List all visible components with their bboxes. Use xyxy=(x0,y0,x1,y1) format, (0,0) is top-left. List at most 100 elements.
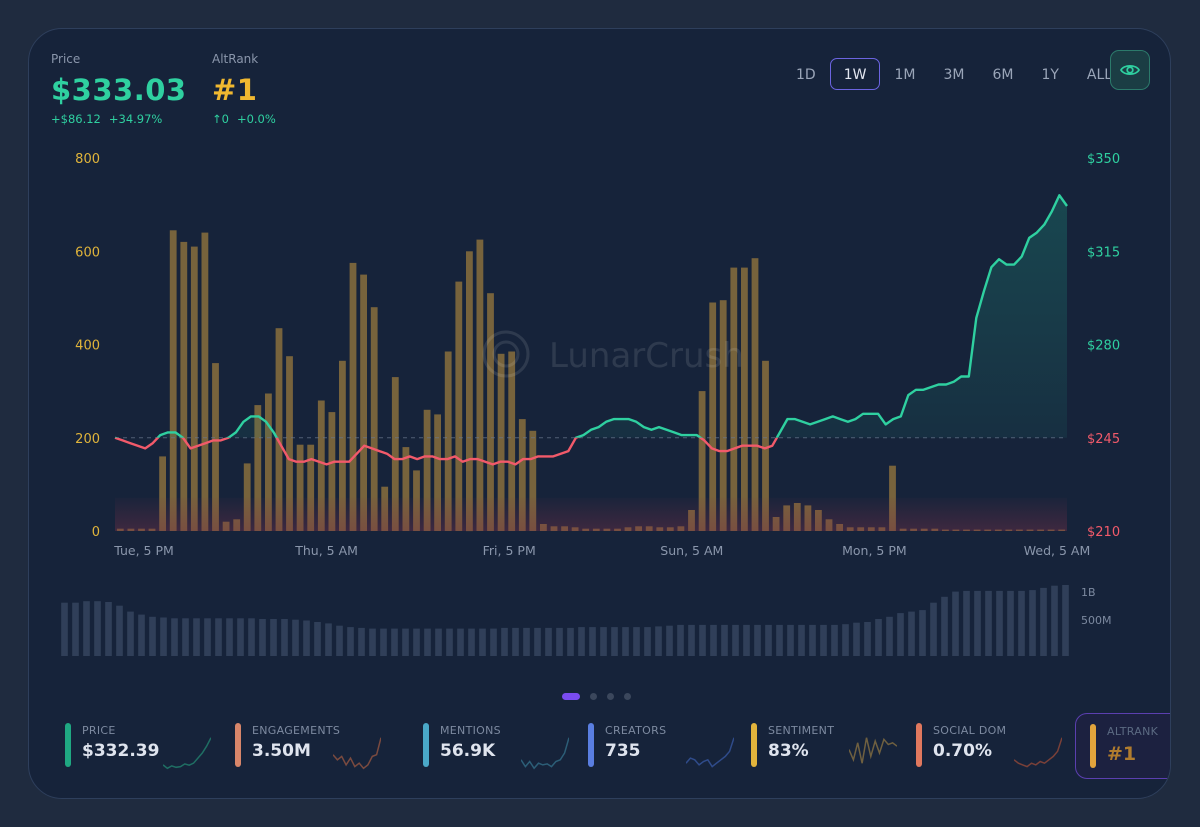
metric-card-price[interactable]: PRICE $332.39 xyxy=(65,709,225,779)
volume-bar xyxy=(237,618,244,656)
timeframe-1d-button[interactable]: 1D xyxy=(796,67,816,83)
metric-label: SOCIAL DOM xyxy=(933,724,1007,737)
volume-bar xyxy=(523,627,530,656)
timeframe-3m-button[interactable]: 3M xyxy=(943,67,965,83)
volume-bar xyxy=(809,624,816,656)
left-axis-tick: 0 xyxy=(92,525,100,540)
metric-sparkline xyxy=(163,737,211,770)
volume-bar xyxy=(886,616,893,656)
price-label: Price xyxy=(51,52,81,66)
volume-tick-label: 1B xyxy=(1081,586,1096,599)
volume-bar xyxy=(578,627,585,656)
pager-dot[interactable] xyxy=(590,693,597,700)
volume-bar xyxy=(677,624,684,656)
volume-bar xyxy=(941,596,948,656)
metric-value: 735 xyxy=(605,741,641,761)
volume-bar xyxy=(985,590,992,656)
left-axis-tick: 400 xyxy=(75,339,100,354)
metric-label: CREATORS xyxy=(605,724,667,737)
eye-icon xyxy=(1120,64,1140,76)
volume-bar xyxy=(930,602,937,656)
metric-value: 3.50M xyxy=(252,741,311,761)
volume-bar xyxy=(61,602,68,656)
engagement-bar xyxy=(466,251,473,532)
metric-card-altrank[interactable]: ALTRANK #1 xyxy=(1075,713,1170,779)
engagement-bar xyxy=(243,463,251,531)
engagement-bar xyxy=(286,356,293,531)
volume-bar xyxy=(391,628,398,656)
x-axis-tick: Thu, 5 AM xyxy=(294,543,358,558)
sparkline-path xyxy=(1014,737,1062,768)
watermark-text: LunarCrush xyxy=(549,336,744,376)
volume-bar xyxy=(952,591,959,656)
pager-dot[interactable] xyxy=(624,693,631,700)
volume-bar xyxy=(457,628,464,656)
watermark: LunarCrush xyxy=(482,330,744,378)
volume-bar xyxy=(72,602,79,656)
engagement-bar xyxy=(444,351,452,531)
volume-bar xyxy=(996,590,1003,656)
volume-bar xyxy=(1051,585,1058,656)
pager-dots xyxy=(562,693,631,700)
volume-bars xyxy=(61,585,1069,656)
engagement-bar xyxy=(751,258,759,531)
timeframe-1y-button[interactable]: 1Y xyxy=(1041,67,1059,83)
timeframe-6m-button[interactable]: 6M xyxy=(992,67,1014,83)
main-chart[interactable]: 800 600 400 200 0 $350 $315 $280 $245 $210 Tue, … xyxy=(29,29,1171,589)
metric-sparkline xyxy=(521,737,569,770)
price-change-abs: +$86.12 xyxy=(51,112,101,126)
metric-color-bar xyxy=(1090,724,1096,768)
metric-color-bar xyxy=(916,723,922,767)
volume-bar xyxy=(215,618,222,656)
metric-sparkline xyxy=(849,737,897,764)
timeframe-1m-button[interactable]: 1M xyxy=(894,67,916,83)
volume-bar xyxy=(281,619,288,656)
volume-bar xyxy=(127,611,134,656)
metric-card-sentiment[interactable]: SENTIMENT 83% xyxy=(751,709,911,779)
volume-bar xyxy=(336,625,343,656)
volume-bar xyxy=(776,624,783,656)
timeframe-all-button[interactable]: ALL xyxy=(1086,67,1113,83)
engagement-bar xyxy=(508,351,516,531)
volume-bar xyxy=(556,627,563,656)
volume-bar xyxy=(963,590,970,656)
metric-label: ENGAGEMENTS xyxy=(252,724,341,737)
volume-bar xyxy=(688,624,695,656)
volume-bar xyxy=(589,627,596,656)
metric-card-mentions[interactable]: MENTIONS 56.9K xyxy=(423,709,583,779)
price-value: $333.03 xyxy=(51,73,187,107)
toggle-visibility-button[interactable] xyxy=(1110,50,1150,90)
price-line xyxy=(114,194,1068,466)
metric-card-engagements[interactable]: ENGAGEMENTS 3.50M xyxy=(235,709,395,779)
pager-dot[interactable] xyxy=(562,693,580,700)
volume-bar xyxy=(94,601,101,656)
engagement-bar xyxy=(698,391,706,531)
metric-card-creators[interactable]: CREATORS 735 xyxy=(588,709,748,779)
engagement-bar xyxy=(159,456,166,531)
volume-bar xyxy=(138,614,145,656)
volume-bar xyxy=(1029,590,1036,656)
engagement-bar xyxy=(339,360,346,531)
engagement-bar xyxy=(455,281,463,531)
engagement-bar xyxy=(518,419,526,531)
engagement-bar xyxy=(275,328,283,531)
metric-value: 56.9K xyxy=(440,741,496,761)
volume-bar xyxy=(1062,585,1069,656)
metric-card-social-dom[interactable]: SOCIAL DOM 0.70% xyxy=(916,709,1076,779)
volume-bar xyxy=(259,619,266,656)
pager-dot[interactable] xyxy=(607,693,614,700)
metric-label: PRICE xyxy=(82,724,116,737)
metric-label: MENTIONS xyxy=(440,724,501,737)
engagement-bar xyxy=(730,267,738,531)
x-axis-tick: Wed, 5 AM xyxy=(1024,543,1090,558)
volume-bar xyxy=(710,624,717,656)
volume-bar xyxy=(633,627,640,656)
altrank-change-pct: +0.0% xyxy=(236,112,276,126)
price-change-pct: +34.97% xyxy=(108,112,163,126)
metric-sparkline xyxy=(686,737,734,768)
engagement-bar xyxy=(497,353,505,531)
timeframe-1w-button[interactable]: 1W xyxy=(829,58,881,90)
volume-bar xyxy=(1007,590,1014,656)
volume-bar xyxy=(171,618,178,656)
volume-bar xyxy=(567,627,574,656)
